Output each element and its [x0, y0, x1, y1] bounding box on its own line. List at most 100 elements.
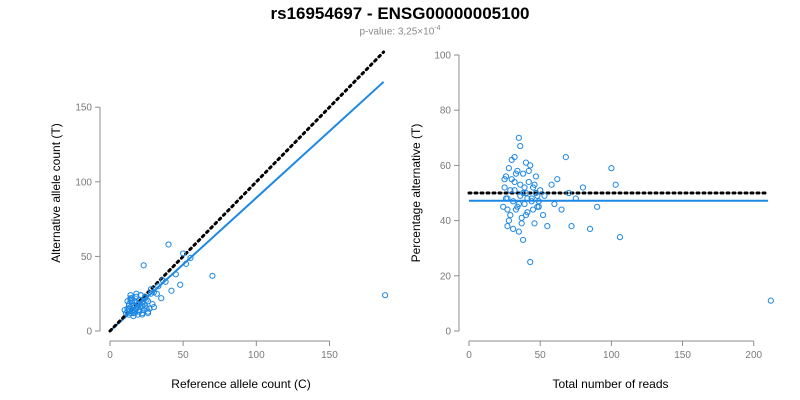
fit-line	[109, 81, 385, 332]
data-point	[522, 189, 530, 197]
data-point	[130, 307, 137, 314]
data-point	[504, 223, 511, 230]
data-point	[502, 195, 510, 202]
data-point	[512, 170, 520, 177]
data-point	[177, 281, 184, 288]
data-point	[524, 195, 531, 202]
data-point	[187, 254, 194, 261]
data-point	[551, 200, 558, 208]
x-tick-label: 100	[603, 350, 620, 361]
data-point	[381, 292, 389, 299]
data-point	[579, 184, 587, 191]
x-tick-label: 200	[745, 350, 762, 361]
data-point	[539, 211, 547, 219]
data-point	[565, 189, 572, 197]
data-point	[130, 309, 137, 317]
data-point	[140, 301, 147, 308]
data-point	[510, 225, 517, 232]
data-point	[168, 287, 175, 294]
data-point	[124, 305, 131, 312]
data-point	[159, 277, 166, 284]
data-point	[532, 173, 540, 180]
data-point	[149, 301, 156, 308]
data-point	[172, 271, 179, 278]
data-point	[137, 292, 144, 299]
data-point	[150, 289, 157, 296]
data-point	[501, 184, 508, 191]
data-point	[527, 162, 534, 169]
data-point	[505, 165, 512, 172]
data-point	[515, 200, 522, 208]
data-point	[586, 225, 594, 232]
data-point	[143, 305, 150, 312]
data-point	[511, 178, 518, 186]
x-axis-label: Reference allele count (C)	[171, 377, 310, 391]
data-point	[520, 236, 527, 244]
data-point	[616, 234, 624, 241]
data-point	[508, 156, 515, 163]
data-point	[155, 283, 162, 290]
x-tick-label: 50	[535, 350, 547, 361]
data-point	[515, 228, 522, 235]
data-point	[209, 272, 216, 279]
y-tick-label: 60	[440, 161, 452, 172]
data-point	[507, 211, 514, 219]
x-tick-label: 50	[178, 350, 190, 361]
data-point	[521, 184, 528, 191]
chart-subtitle: p-value: 3,25×10-4	[0, 25, 800, 37]
y-axis-label: Alternative allele count (T)	[49, 123, 63, 262]
data-point	[522, 211, 530, 219]
data-point	[608, 165, 615, 172]
x-tick-label: 150	[674, 350, 691, 361]
data-point	[507, 187, 514, 194]
data-point	[504, 206, 511, 213]
data-point	[568, 223, 575, 230]
data-point	[136, 307, 143, 314]
data-point	[517, 181, 524, 188]
data-point	[767, 297, 774, 304]
data-point	[525, 178, 532, 186]
y-tick-label: 0	[86, 327, 92, 338]
y-axis-label: Percentage alternative (T)	[409, 124, 423, 263]
data-point	[158, 295, 165, 302]
y-tick-label: 0	[445, 327, 451, 338]
data-point	[500, 203, 507, 210]
data-point	[140, 262, 147, 269]
data-point	[133, 299, 140, 306]
y-tick-label: 100	[434, 51, 451, 62]
y-tick-label: 50	[81, 252, 93, 263]
data-point	[511, 187, 518, 194]
y-tick-label: 150	[75, 103, 92, 114]
data-point	[520, 189, 527, 197]
data-point	[518, 220, 525, 227]
data-point	[505, 217, 512, 224]
data-point	[529, 206, 537, 213]
data-point	[127, 296, 134, 303]
data-point	[528, 198, 535, 205]
data-point	[528, 195, 535, 202]
data-point	[165, 241, 172, 248]
data-point	[510, 198, 517, 205]
x-tick-label: 150	[321, 350, 338, 361]
y-tick-label: 40	[440, 216, 452, 227]
data-point	[153, 290, 160, 297]
data-point	[142, 295, 149, 302]
data-point	[124, 308, 131, 315]
data-point	[162, 278, 169, 285]
data-point	[139, 311, 146, 318]
data-point	[139, 302, 146, 309]
data-point	[544, 223, 551, 230]
y-tick-label: 80	[440, 106, 452, 117]
data-point	[501, 176, 508, 183]
data-point	[180, 250, 187, 257]
data-point	[150, 304, 157, 311]
chart-title: rs16954697 - ENSG00000005100	[270, 4, 530, 23]
y-tick-label: 100	[75, 177, 92, 188]
data-point	[144, 308, 152, 315]
p-value-text: p-value: 3,25×10	[359, 26, 435, 38]
data-point	[521, 200, 528, 208]
data-point	[612, 181, 619, 188]
data-point	[127, 292, 134, 299]
